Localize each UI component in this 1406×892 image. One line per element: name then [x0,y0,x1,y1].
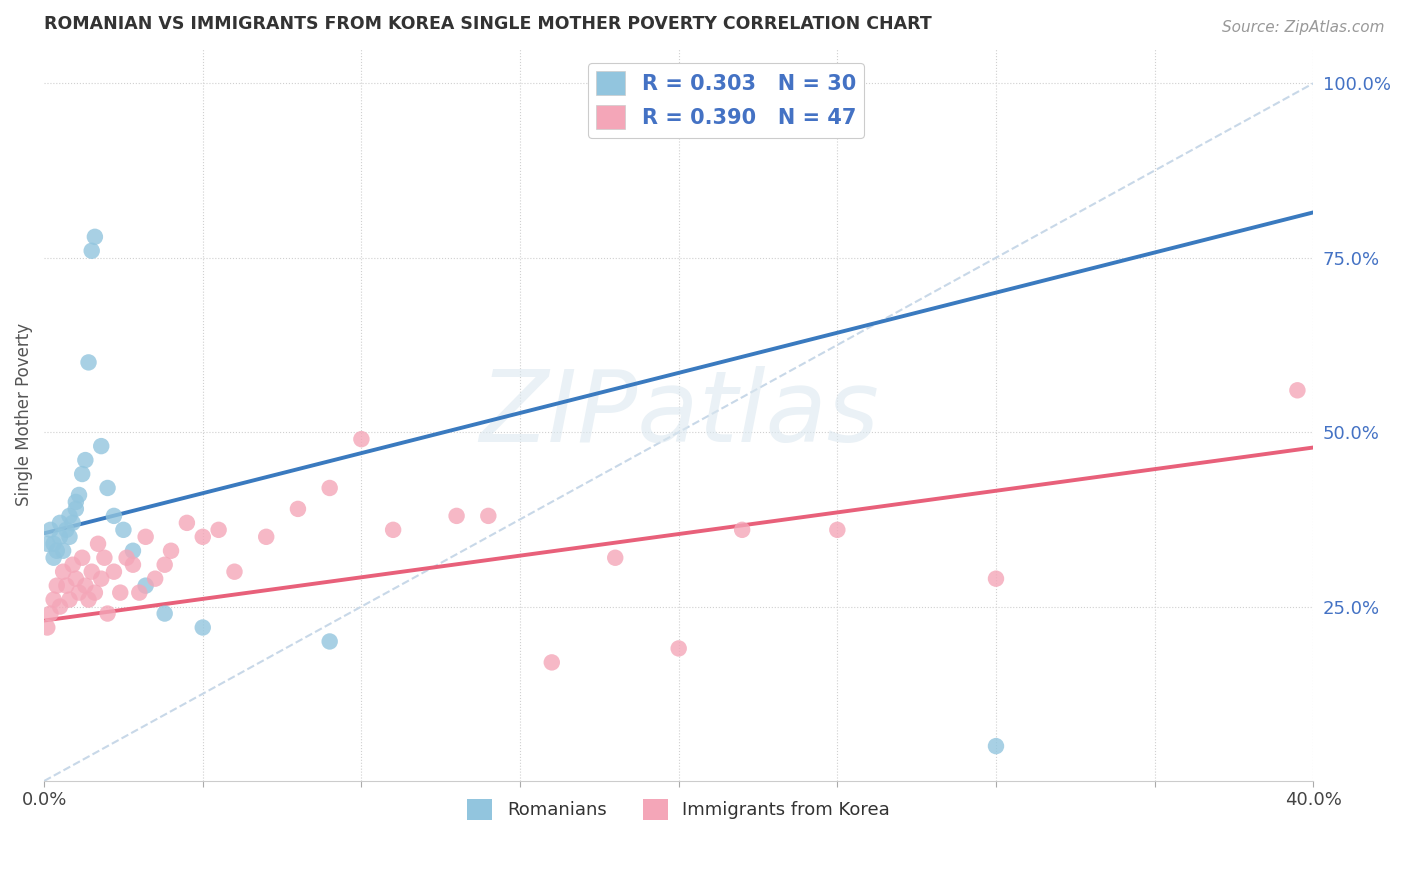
Point [128,585,150,599]
Point [55,523,77,537]
Point [67,488,90,502]
Point [90,439,112,453]
Point [80,244,103,258]
Point [58,508,80,523]
Point [80,565,103,579]
Point [605,550,627,565]
Point [103,508,125,523]
Point [176,516,198,530]
Point [42,592,65,607]
Point [122,558,145,572]
Point [49,599,72,614]
Point [62,558,84,572]
Point [65,495,87,509]
Point [153,607,176,621]
Point [67,585,90,599]
Point [668,641,690,656]
Point [135,530,157,544]
Point [207,523,229,537]
Point [52,543,75,558]
Point [103,565,125,579]
Text: Source: ZipAtlas.com: Source: ZipAtlas.com [1222,20,1385,35]
Point [37,620,59,634]
Point [83,585,105,599]
Point [62,516,84,530]
Point [153,558,176,572]
Point [97,481,120,495]
Point [39,523,62,537]
Point [1286,384,1309,398]
Point [75,453,97,467]
Point [42,537,65,551]
Point [77,592,100,607]
Point [135,579,157,593]
Point [90,572,112,586]
Point [143,572,166,586]
Point [287,502,309,516]
Point [350,432,373,446]
Point [45,579,67,593]
Point [540,656,562,670]
Point [49,516,72,530]
Point [97,607,120,621]
Point [70,550,93,565]
Point [191,530,214,544]
Point [58,592,80,607]
Point [87,537,110,551]
Point [191,620,214,634]
Point [984,739,1007,753]
Point [49,530,72,544]
Point [42,550,65,565]
Point [731,523,754,537]
Point [93,550,115,565]
Point [446,508,468,523]
Y-axis label: Single Mother Poverty: Single Mother Poverty [15,323,32,507]
Text: ZIPatlas: ZIPatlas [479,367,879,463]
Legend: Romanians, Immigrants from Korea: Romanians, Immigrants from Korea [460,791,897,827]
Point [77,355,100,369]
Point [110,585,132,599]
Point [254,530,277,544]
Point [83,229,105,244]
Point [382,523,405,537]
Point [45,543,67,558]
Point [65,572,87,586]
Point [39,607,62,621]
Point [37,537,59,551]
Point [827,523,849,537]
Point [115,550,138,565]
Point [58,530,80,544]
Point [112,523,135,537]
Point [75,579,97,593]
Point [318,481,340,495]
Point [224,565,246,579]
Point [65,502,87,516]
Point [122,543,145,558]
Point [52,565,75,579]
Text: ROMANIAN VS IMMIGRANTS FROM KOREA SINGLE MOTHER POVERTY CORRELATION CHART: ROMANIAN VS IMMIGRANTS FROM KOREA SINGLE… [44,15,932,33]
Point [160,543,183,558]
Point [984,572,1007,586]
Point [318,634,340,648]
Point [55,579,77,593]
Point [477,508,499,523]
Point [70,467,93,481]
